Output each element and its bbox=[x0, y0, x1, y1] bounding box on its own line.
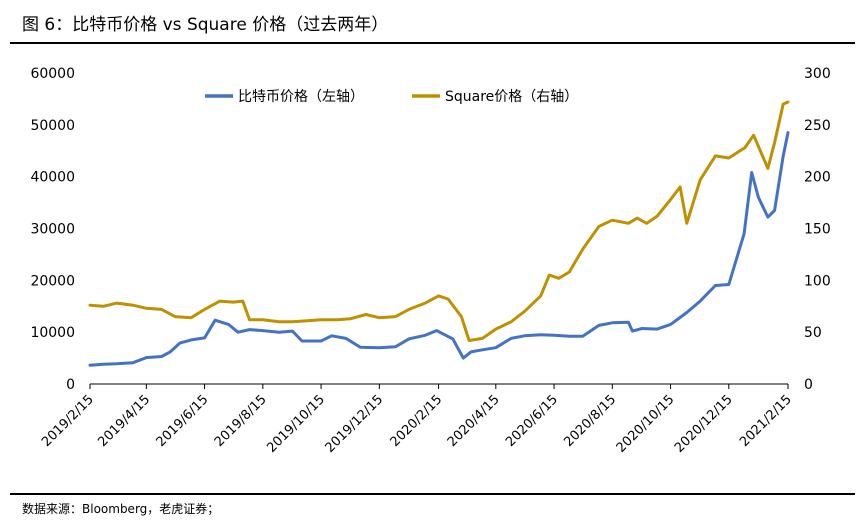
series-line-0 bbox=[88, 131, 790, 367]
left-axis-tick-label-3: 30000 bbox=[30, 222, 75, 238]
right-axis-ticks: 0 50 100 150 200 250 300 bbox=[804, 66, 831, 393]
right-axis-tick-label-6: 300 bbox=[804, 66, 831, 82]
bottom-rule bbox=[10, 493, 855, 495]
series-group bbox=[88, 100, 790, 367]
source-note: 数据来源：Bloomberg，老虎证券； bbox=[22, 502, 220, 516]
left-axis-ticks: 0 10000 20000 30000 40000 50000 60000 bbox=[30, 66, 75, 393]
x-axis-tick-label-1: 2019/4/15 bbox=[95, 392, 153, 450]
x-axis-tick-label-10: 2020/10/15 bbox=[614, 392, 678, 456]
x-axis-tick-label-6: 2020/2/15 bbox=[388, 392, 446, 450]
left-axis-tick-label-1: 10000 bbox=[30, 325, 75, 341]
left-axis-tick-label-0: 0 bbox=[66, 377, 75, 393]
x-axis-tick-label-2: 2019/6/15 bbox=[154, 392, 212, 450]
right-axis-tick-label-0: 0 bbox=[804, 377, 813, 393]
x-axis-tick-label-7: 2020/4/15 bbox=[445, 392, 503, 450]
x-axis-tick-label-3: 2019/8/15 bbox=[212, 392, 270, 450]
chart-area: 0 10000 20000 30000 40000 50000 60000 0 50 100 15… bbox=[30, 66, 831, 456]
top-rule bbox=[10, 42, 855, 44]
x-axis-tick-label-4: 2019/10/15 bbox=[264, 392, 328, 456]
right-axis-tick-label-2: 100 bbox=[804, 273, 831, 289]
legend-label-0: 比特币价格（左轴） bbox=[238, 89, 364, 105]
left-axis-tick-label-2: 20000 bbox=[30, 273, 75, 289]
left-axis-tick-label-6: 60000 bbox=[30, 66, 75, 82]
legend: 比特币价格（左轴） Square价格（右轴） bbox=[205, 89, 578, 105]
right-axis-tick-label-3: 150 bbox=[804, 222, 831, 238]
right-axis-tick-label-5: 250 bbox=[804, 118, 831, 134]
right-axis-tick-label-1: 50 bbox=[804, 325, 822, 341]
legend-label-1: Square价格（右轴） bbox=[445, 89, 578, 105]
x-axis-tick-label-11: 2020/12/15 bbox=[672, 392, 736, 456]
x-axis-tick-label-5: 2019/12/15 bbox=[323, 392, 387, 456]
x-axis-tick-label-0: 2019/2/15 bbox=[39, 392, 97, 450]
x-axis-tick-label-12: 2021/2/15 bbox=[737, 392, 795, 450]
chart-title: 图 6：比特币价格 vs Square 价格（过去两年） bbox=[22, 15, 389, 35]
x-axis-tick-label-9: 2020/8/15 bbox=[561, 392, 619, 450]
left-axis-tick-label-4: 40000 bbox=[30, 170, 75, 186]
x-axis-tick-label-8: 2020/6/15 bbox=[503, 392, 561, 450]
left-axis-tick-label-5: 50000 bbox=[30, 118, 75, 134]
series-line-1 bbox=[88, 100, 790, 342]
right-axis-tick-label-4: 200 bbox=[804, 170, 831, 186]
